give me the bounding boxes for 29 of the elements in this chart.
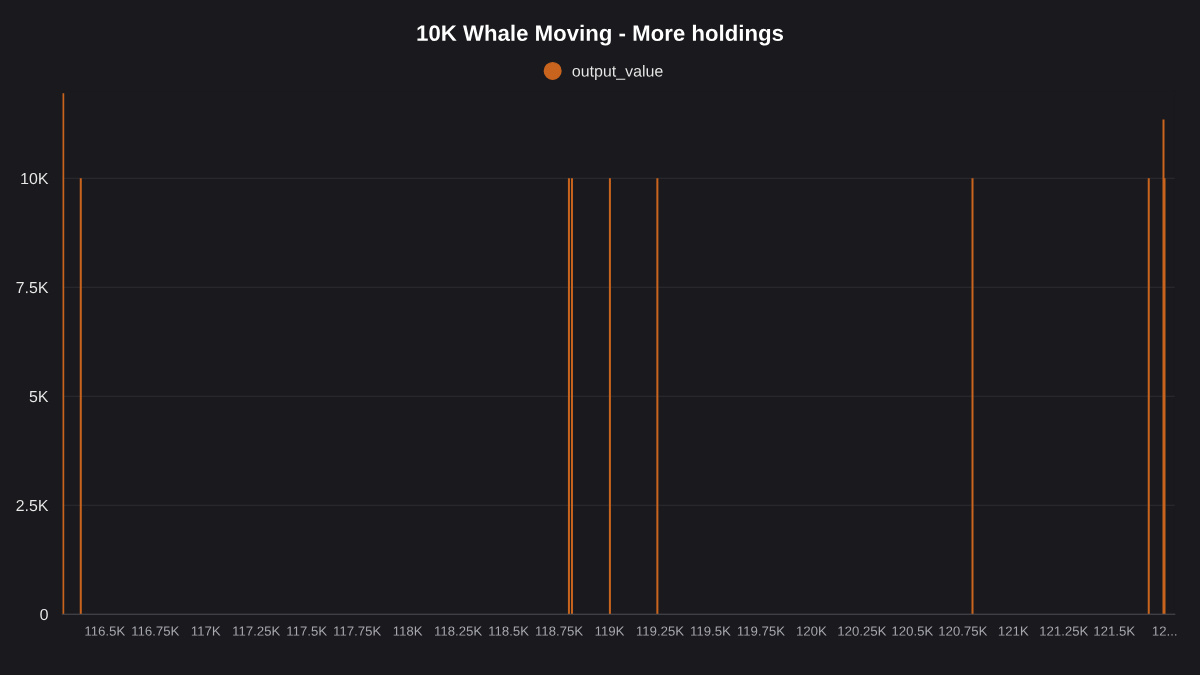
x-tick-label: 121.25K (1040, 626, 1089, 636)
x-tick-label: 119.75K (737, 626, 785, 636)
y-tick-label: 2.5K (16, 499, 49, 512)
x-tick-label: 119.25K (636, 626, 684, 636)
x-tick-label: 120K (797, 626, 827, 636)
x-tick-label: 117.75K (334, 626, 382, 636)
x-tick-label: 118K (393, 626, 423, 636)
y-tick-label: 5K (29, 391, 49, 403)
x-tick-label: 121K (998, 626, 1029, 636)
x-tick-label: 12... (1152, 626, 1177, 636)
x-tick-label: 116.75K (132, 626, 180, 636)
x-tick-label: 119.5K (691, 626, 731, 636)
y-tick-label: 0 (40, 608, 48, 621)
x-tick-label: 117.5K (287, 626, 327, 636)
legend-label: output_value (572, 65, 663, 80)
y-tick-label: 10K (21, 172, 49, 185)
x-tick-label: 121.5K (1094, 626, 1135, 636)
x-tick-label: 118.5K (489, 626, 529, 636)
x-tick-label: 118.75K (535, 626, 583, 636)
x-tick-label: 119K (595, 626, 625, 636)
chart-title: 10K Whale Moving - More holdings (417, 24, 784, 46)
x-tick-label: 118.25K (435, 626, 483, 636)
x-tick-label: 116.5K (85, 626, 126, 636)
x-tick-label: 117K (191, 626, 221, 636)
x-tick-label: 120.25K (838, 626, 887, 636)
x-tick-label: 117.25K (233, 626, 281, 636)
x-tick-label: 120.75K (939, 626, 988, 636)
y-tick-label: 7.5K (16, 282, 49, 294)
x-tick-label: 120.5K (892, 626, 934, 636)
